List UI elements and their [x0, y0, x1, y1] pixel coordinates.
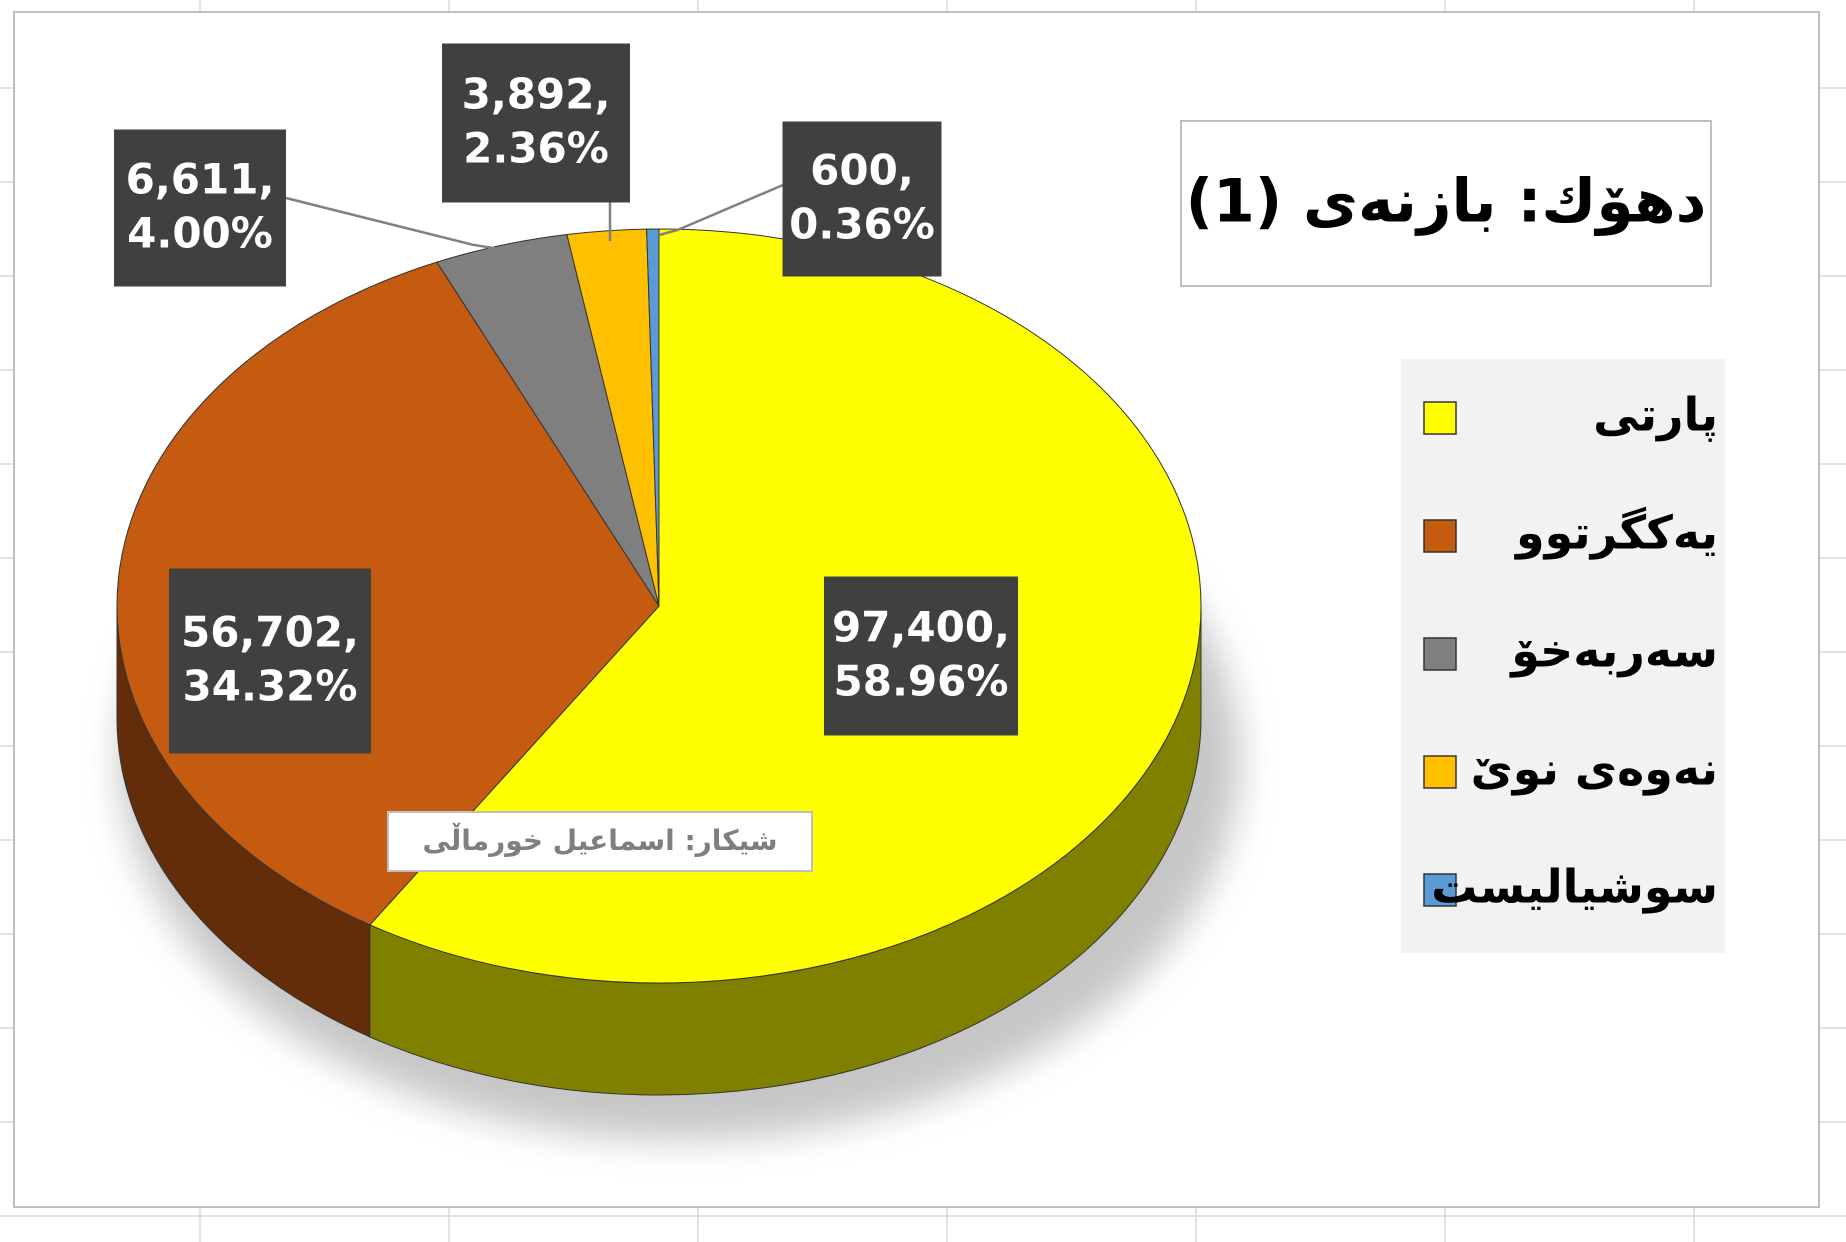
legend-swatch [1423, 519, 1457, 553]
data-labels: 97,400, 58.96% 56,702, 34.32% 6,611, 4.00% 3,8… [114, 43, 1018, 754]
pie [116, 228, 1202, 1096]
annotation-box [387, 811, 813, 872]
value-label: 97,400, [832, 603, 1010, 652]
legend-swatch [1423, 401, 1457, 435]
annotation: شیکار: اسماعیل خورماڵی [422, 823, 777, 857]
leader-line [658, 183, 784, 237]
label-box [169, 568, 371, 754]
title-box [1180, 120, 1712, 287]
legend-swatch [1423, 637, 1457, 671]
legend-label: سوشیالیست [1431, 860, 1718, 914]
slice [368, 228, 1202, 984]
slice [116, 261, 660, 926]
legend-swatch [1423, 755, 1457, 789]
value-label: 56,702, [181, 608, 359, 657]
value-label: 600, [810, 146, 914, 195]
chart-title: دهۆك: بازنەی (1) [1186, 167, 1707, 237]
slice [646, 228, 660, 607]
value-label: 6,611, [126, 155, 275, 204]
legend-swatch [1423, 873, 1457, 907]
percentage-label: 58.96% [834, 657, 1009, 706]
label-box [782, 121, 942, 277]
legend-label: نەوەی نوێ [1471, 742, 1718, 796]
legend: پارتی یەکگرتوو سەربەخۆ نەوەی نوێ سوشیالیست [1423, 388, 1718, 914]
legend-label: سەربەخۆ [1509, 624, 1718, 678]
label-box [114, 129, 286, 287]
percentage-label: 4.00% [127, 209, 273, 258]
percentage-label: 2.36% [463, 124, 609, 173]
label-box [442, 43, 630, 203]
legend-label: پارتی [1593, 388, 1718, 443]
percentage-label: 0.36% [789, 200, 935, 249]
label-box [824, 576, 1018, 736]
value-label: 3,892, [462, 70, 611, 119]
percentage-label: 34.32% [183, 662, 358, 711]
leader-line [285, 196, 507, 252]
legend-label: یەکگرتوو [1514, 506, 1718, 560]
